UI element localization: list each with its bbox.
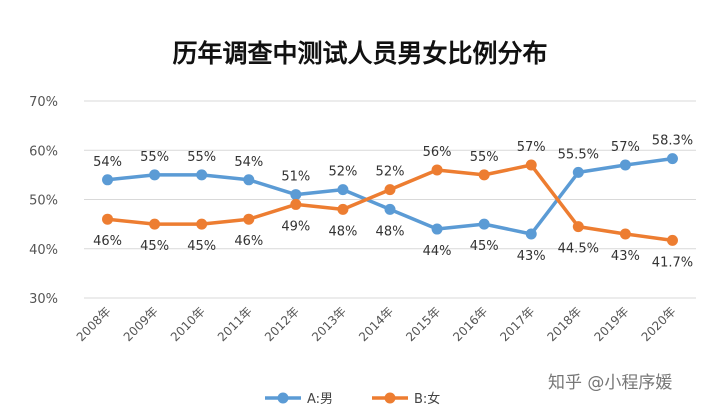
data-label: 43% [517, 249, 546, 264]
data-label: 43% [611, 249, 640, 264]
legend-label: B:女 [414, 391, 440, 407]
series-points [102, 153, 678, 246]
data-label: 45% [140, 239, 169, 254]
data-label: 55% [187, 150, 216, 165]
data-label: 54% [234, 155, 263, 170]
data-labels: 54% 46% 55% 45% 55% 45% 54% 46% 51% 49% 52% 48% 52% 4… [93, 134, 693, 271]
data-label: 45% [470, 239, 499, 254]
gridlines [84, 100, 696, 299]
y-tick-label: 30% [29, 292, 58, 307]
data-label: 55.5% [558, 147, 599, 162]
x-tick-label: 2012年 [262, 304, 302, 344]
data-label: 57% [517, 140, 546, 155]
data-label: 57% [611, 140, 640, 155]
data-point [102, 174, 114, 186]
x-tick-label: 2019年 [592, 304, 632, 344]
data-label: 44% [423, 244, 452, 259]
data-point [384, 203, 396, 215]
data-label: 58.3% [652, 134, 693, 149]
data-point [478, 169, 490, 181]
data-label: 46% [234, 234, 263, 249]
legend-swatch-marker [277, 392, 289, 404]
data-point [572, 166, 584, 178]
data-label: 54% [93, 155, 122, 170]
data-point [525, 159, 537, 171]
data-point [102, 213, 114, 225]
data-point [243, 174, 255, 186]
y-tick-label: 40% [29, 243, 58, 258]
legend-swatch-marker [384, 392, 396, 404]
data-label: 48% [328, 224, 357, 239]
data-point [337, 203, 349, 215]
x-tick-label: 2014年 [356, 304, 396, 344]
data-point [243, 213, 255, 225]
data-label: 46% [93, 234, 122, 249]
data-point [666, 153, 678, 165]
data-point [478, 218, 490, 230]
data-point [431, 164, 443, 176]
data-point [572, 221, 584, 233]
x-axis-ticks: 2008年 2009年 2010年 2011年 2012年 2013年 2014年 2015年… [74, 304, 679, 344]
x-tick-label: 2010年 [168, 304, 208, 344]
y-axis-ticks: 30% 40% 50% 60% 70% [29, 95, 58, 307]
data-point [619, 159, 631, 171]
data-point [619, 228, 631, 240]
data-label: 55% [470, 150, 499, 165]
data-label: 55% [140, 150, 169, 165]
data-label: 52% [376, 165, 405, 180]
data-label: 51% [281, 170, 310, 185]
chart-title: 历年调查中测试人员男女比例分布 [172, 39, 548, 68]
data-label: 41.7% [652, 255, 693, 270]
data-point [149, 169, 161, 181]
data-point [290, 189, 302, 201]
data-point [666, 234, 678, 246]
data-point [384, 184, 396, 196]
data-point [337, 184, 349, 196]
data-point [525, 228, 537, 240]
data-point [196, 218, 208, 230]
y-tick-label: 60% [29, 144, 58, 159]
data-point [149, 218, 161, 230]
data-label: 45% [187, 239, 216, 254]
x-tick-label: 2013年 [309, 304, 349, 344]
data-label: 56% [423, 145, 452, 160]
x-tick-label: 2016年 [450, 304, 490, 344]
x-tick-label: 2018年 [544, 304, 584, 344]
data-label: 44.5% [558, 242, 599, 257]
data-label: 52% [328, 165, 357, 180]
y-tick-label: 70% [29, 95, 58, 110]
x-tick-label: 2015年 [403, 304, 443, 344]
x-tick-label: 2017年 [497, 304, 537, 344]
watermark: 知乎 @小程序媛 [548, 373, 673, 393]
data-point [431, 223, 443, 235]
x-tick-label: 2020年 [639, 304, 679, 344]
x-tick-label: 2008年 [74, 304, 114, 344]
x-tick-label: 2011年 [215, 304, 255, 344]
legend: A:男 B:女 [265, 391, 440, 407]
data-label: 48% [376, 224, 405, 239]
x-tick-label: 2009年 [121, 304, 161, 344]
legend-label: A:男 [307, 392, 333, 407]
data-point [196, 169, 208, 181]
data-label: 49% [281, 219, 310, 234]
y-tick-label: 50% [29, 194, 58, 209]
data-point [290, 198, 302, 210]
